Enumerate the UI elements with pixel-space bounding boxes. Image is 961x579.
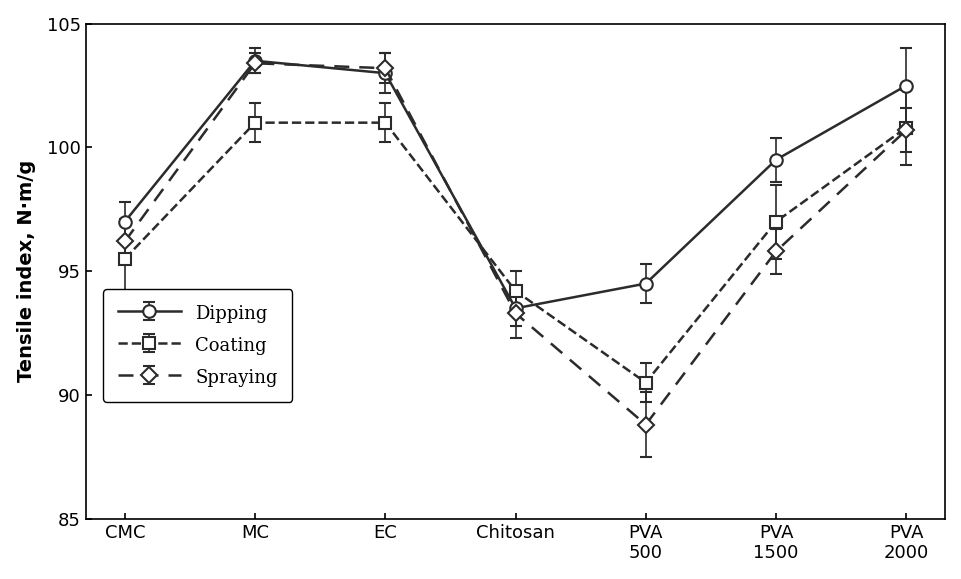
Y-axis label: Tensile index, N·m/g: Tensile index, N·m/g (16, 160, 36, 382)
Legend: Dipping, Coating, Spraying: Dipping, Coating, Spraying (103, 290, 292, 401)
